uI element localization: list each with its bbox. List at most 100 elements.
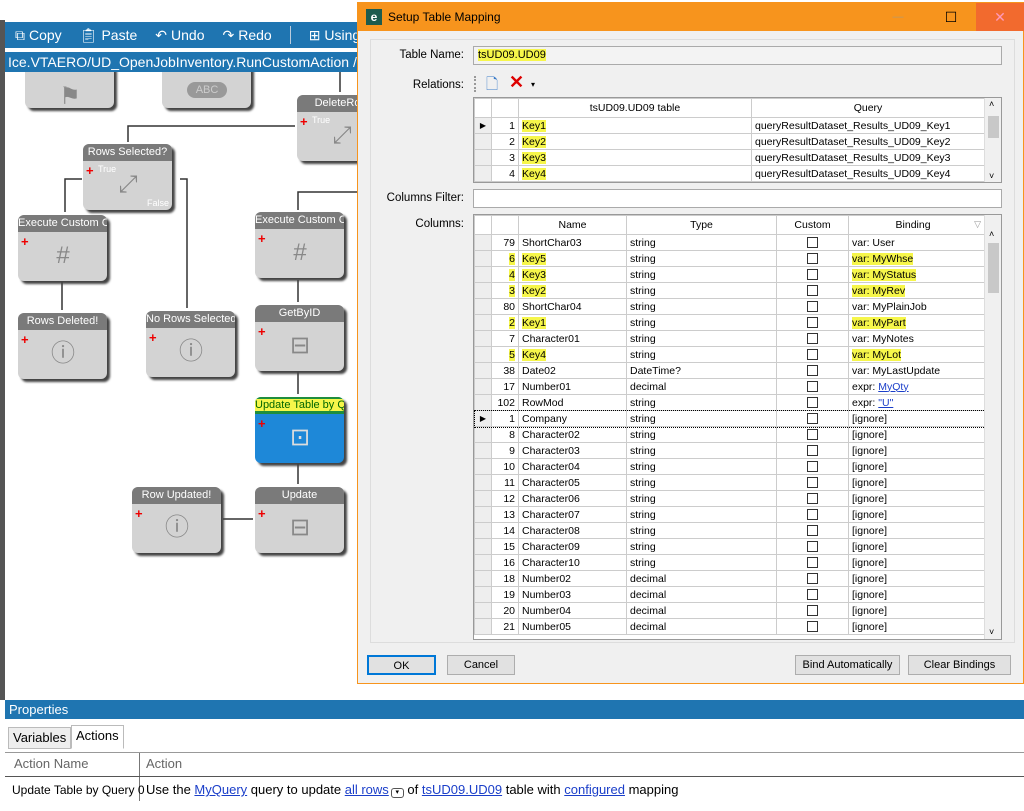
workflow-node-update-table-by-query[interactable]: Update Table by Q + ⊡ (255, 397, 344, 463)
tab-variables[interactable]: Variables (8, 727, 72, 749)
relations-scrollbar[interactable]: ˄ ˅ (984, 98, 1001, 182)
custom-checkbox[interactable] (807, 509, 818, 521)
row-selector[interactable] (474, 554, 492, 571)
relation-row[interactable]: 3 Key3 queryResultDataset_Results_UD09_Key… (474, 149, 985, 166)
binding-cell[interactable]: [ignore] (848, 506, 985, 523)
column-row[interactable]: 20 Number04 decimal [ignore] (474, 602, 985, 619)
add-icon[interactable]: + (258, 416, 266, 431)
custom-checkbox[interactable] (807, 477, 818, 489)
column-row[interactable]: 7 Character01 string var: MyNotes (474, 330, 985, 347)
workflow-node-deleterow[interactable]: DeleteRow+True⤢ (297, 95, 357, 161)
column-row[interactable]: 15 Character09 string [ignore] (474, 538, 985, 555)
custom-checkbox[interactable] (807, 445, 818, 457)
custom-checkbox[interactable] (807, 493, 818, 505)
column-row[interactable]: 19 Number03 decimal [ignore] (474, 586, 985, 603)
copy-button[interactable]: ⧉ Copy (15, 26, 62, 44)
row-selector[interactable] (474, 362, 492, 379)
columns-filter-input[interactable] (473, 189, 1002, 208)
binding-cell[interactable]: var: MyLot (848, 346, 985, 363)
column-row[interactable]: 2 Key1 string var: MyPart (474, 314, 985, 331)
binding-cell[interactable]: [ignore] (848, 474, 985, 491)
dialog-title-bar[interactable]: e Setup Table Mapping (358, 3, 1023, 31)
custom-checkbox[interactable] (807, 621, 818, 633)
column-row[interactable]: 8 Character02 string [ignore] (474, 426, 985, 443)
workflow-node-getbyid[interactable]: GetByID + ⊟ (255, 305, 344, 371)
row-selector[interactable] (474, 602, 492, 619)
row-selector[interactable] (474, 298, 492, 315)
row-selector[interactable] (474, 538, 492, 555)
row-selector[interactable] (474, 458, 492, 475)
column-row[interactable]: ▶ 1 Company string [ignore] (474, 409, 986, 428)
workflow-node-rows-selected[interactable]: Rows Selected? + True ⤢ False (83, 144, 172, 210)
action-name-cell[interactable]: Update Table by Query 0 (12, 783, 145, 797)
binding-cell[interactable]: [ignore] (848, 618, 985, 635)
column-row[interactable]: 12 Character06 string [ignore] (474, 490, 985, 507)
custom-checkbox[interactable] (807, 461, 818, 473)
column-row[interactable]: 4 Key3 string var: MyStatus (474, 266, 985, 283)
add-icon[interactable]: + (86, 163, 94, 178)
add-icon[interactable]: + (21, 332, 29, 347)
column-row[interactable]: 14 Character08 string [ignore] (474, 522, 985, 539)
row-selector[interactable] (474, 490, 492, 507)
binding-cell[interactable]: var: MyWhse (848, 250, 985, 267)
binding-cell[interactable]: [ignore] (848, 602, 985, 619)
binding-cell[interactable]: [ignore] (848, 442, 985, 459)
paste-button[interactable]: 📋︎ Paste (79, 26, 138, 44)
custom-checkbox[interactable] (807, 573, 818, 585)
binding-cell[interactable]: [ignore] (848, 522, 985, 539)
add-icon[interactable]: + (149, 330, 157, 345)
binding-cell[interactable]: expr: "U" (848, 394, 985, 411)
binding-cell[interactable]: var: MyNotes (848, 330, 985, 347)
relation-row[interactable]: ▶ 1 Key1 queryResultDataset_Results_UD09_Ke… (474, 117, 985, 134)
relation-row[interactable]: 4 Key4 queryResultDataset_Results_UD09_Key… (474, 165, 985, 182)
workflow-node-abc[interactable]: ABC (162, 72, 251, 108)
row-selector[interactable] (474, 165, 492, 182)
binding-cell[interactable]: var: MyPlainJob (848, 298, 985, 315)
rows-link[interactable]: all rows (344, 782, 389, 797)
columns-scrollbar[interactable]: ˄ ˅ (984, 215, 1001, 639)
add-icon[interactable]: + (258, 324, 266, 339)
custom-checkbox[interactable] (807, 541, 818, 553)
add-icon[interactable]: + (258, 506, 266, 521)
row-selector[interactable] (474, 266, 492, 283)
row-selector[interactable]: ▶ (474, 117, 492, 134)
row-selector[interactable] (474, 133, 492, 150)
custom-checkbox[interactable] (807, 525, 818, 537)
add-icon[interactable]: + (300, 114, 308, 129)
minimize-button[interactable]: — (892, 11, 904, 23)
table-name-field[interactable]: tsUD09.UD09 (473, 46, 1002, 65)
dropdown-arrow-icon[interactable]: ▾ (531, 80, 536, 89)
workflow-canvas[interactable]: ⚑ ABC DeleteRow+True⤢ Rows Selected?+Tru… (5, 72, 357, 697)
binding-cell[interactable]: [ignore] (848, 538, 985, 555)
binding-cell[interactable]: [ignore] (848, 426, 985, 443)
binding-cell[interactable]: [ignore] (848, 410, 985, 427)
binding-cell[interactable]: var: MyRev (848, 282, 985, 299)
clear-bindings-button[interactable]: Clear Bindings (908, 655, 1011, 675)
binding-cell[interactable]: var: MyStatus (848, 266, 985, 283)
binding-cell[interactable]: [ignore] (848, 570, 985, 587)
add-icon[interactable]: + (21, 234, 29, 249)
row-selector[interactable] (474, 149, 492, 166)
close-button[interactable]: ✕ (976, 3, 1024, 31)
binding-cell[interactable]: [ignore] (848, 458, 985, 475)
workflow-node-no-rows-selected[interactable]: No Rows Selected! + ⓘ (146, 311, 235, 377)
custom-checkbox[interactable] (807, 381, 818, 393)
custom-checkbox[interactable] (807, 397, 818, 409)
column-row[interactable]: 80 ShortChar04 string var: MyPlainJob (474, 298, 985, 315)
column-row[interactable]: 11 Character05 string [ignore] (474, 474, 985, 491)
custom-checkbox[interactable] (807, 237, 818, 249)
row-selector[interactable] (474, 346, 492, 363)
custom-checkbox[interactable] (807, 269, 818, 281)
row-selector[interactable] (474, 378, 492, 395)
add-icon[interactable]: + (135, 506, 143, 521)
new-relation-icon[interactable]: 🗋 (486, 76, 499, 93)
custom-checkbox[interactable] (807, 333, 818, 345)
row-selector[interactable] (474, 282, 492, 299)
custom-checkbox[interactable] (807, 365, 818, 377)
column-row[interactable]: 102 RowMod string expr: "U" (474, 394, 985, 411)
custom-checkbox[interactable] (807, 253, 818, 265)
binding-cell[interactable]: var: User (848, 234, 985, 251)
workflow-node-rows-deleted[interactable]: Rows Deleted! + ⓘ (18, 313, 107, 379)
column-row[interactable]: 13 Character07 string [ignore] (474, 506, 985, 523)
custom-checkbox[interactable] (807, 413, 818, 425)
